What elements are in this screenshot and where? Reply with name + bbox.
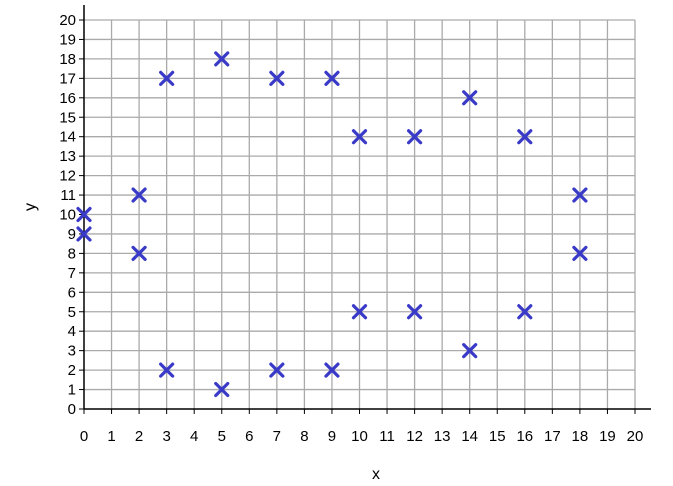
data-point [324, 70, 340, 86]
data-point [517, 304, 533, 320]
y-tick-label: 11 [60, 187, 76, 204]
x-tick-label: 3 [162, 428, 170, 445]
x-tick-label: 5 [218, 428, 226, 445]
data-point [407, 129, 423, 145]
data-point [214, 51, 230, 67]
x-tick-label: 9 [328, 428, 336, 445]
y-tick-label: 17 [59, 70, 76, 87]
x-tick-labels: 0 1 2 3 4 5 6 7 8 9 10 11 12 13 14 15 16 17 18 19 20 [80, 409, 644, 445]
data-point [324, 362, 340, 378]
data-point [351, 129, 368, 145]
x-tick-label: 16 [516, 428, 533, 445]
x-tick-label: 12 [406, 428, 423, 445]
x-tick-label: 8 [300, 428, 308, 445]
x-tick-label: 13 [434, 428, 451, 445]
x-tick-label: 14 [461, 428, 478, 445]
data-point [159, 362, 175, 378]
x-tick-label: 2 [135, 428, 143, 445]
x-tick-label: 18 [572, 428, 589, 445]
y-tick-label: 5 [68, 304, 76, 321]
data-point [76, 206, 92, 223]
y-tick-label: 12 [59, 168, 76, 185]
y-tick-label: 13 [59, 148, 76, 165]
y-tick-label: 10 [59, 207, 76, 224]
data-point [517, 129, 533, 145]
data-point [131, 187, 147, 203]
data-point [159, 70, 175, 86]
y-tick-label: 1 [68, 382, 76, 399]
axes [83, 5, 651, 410]
x-tick-label: 15 [489, 428, 506, 445]
data-point [76, 226, 92, 242]
y-tick-label: 16 [59, 90, 76, 107]
y-tick-label: 19 [59, 31, 76, 48]
y-tick-label: 3 [68, 343, 76, 360]
y-tick-label: 4 [68, 323, 76, 340]
y-tick-label: 9 [68, 226, 76, 243]
data-point [269, 70, 285, 86]
x-tick-label: 4 [190, 428, 198, 445]
data-point [269, 362, 285, 378]
data-point [462, 343, 478, 359]
x-tick-label: 17 [544, 428, 561, 445]
x-tick-label: 10 [351, 428, 368, 445]
data-point [572, 187, 588, 203]
data-point [572, 245, 588, 261]
y-tick-label: 18 [59, 51, 76, 68]
y-tick-label: 8 [68, 245, 76, 262]
y-tick-label: 2 [68, 362, 76, 379]
x-axis-label: x [372, 466, 380, 483]
x-tick-label: 7 [273, 428, 281, 445]
y-axis-label: y [22, 203, 39, 211]
y-tick-label: 6 [68, 284, 76, 301]
y-tick-label: 20 [59, 12, 76, 29]
x-tick-label: 20 [627, 428, 644, 445]
y-tick-label: 14 [59, 129, 76, 146]
data-point [131, 245, 147, 261]
y-tick-label: 7 [68, 265, 76, 282]
y-tick-label: 15 [59, 109, 76, 126]
data-point [462, 90, 478, 106]
data-point [351, 304, 368, 320]
x-tick-label: 1 [107, 428, 115, 445]
data-points [76, 51, 588, 398]
x-tick-label: 19 [599, 428, 616, 445]
x-tick-label: 0 [80, 428, 88, 445]
data-point [407, 304, 423, 320]
y-tick-label: 0 [68, 401, 76, 418]
x-tick-label: 11 [379, 428, 395, 445]
x-tick-label: 6 [245, 428, 253, 445]
data-point [214, 381, 230, 398]
